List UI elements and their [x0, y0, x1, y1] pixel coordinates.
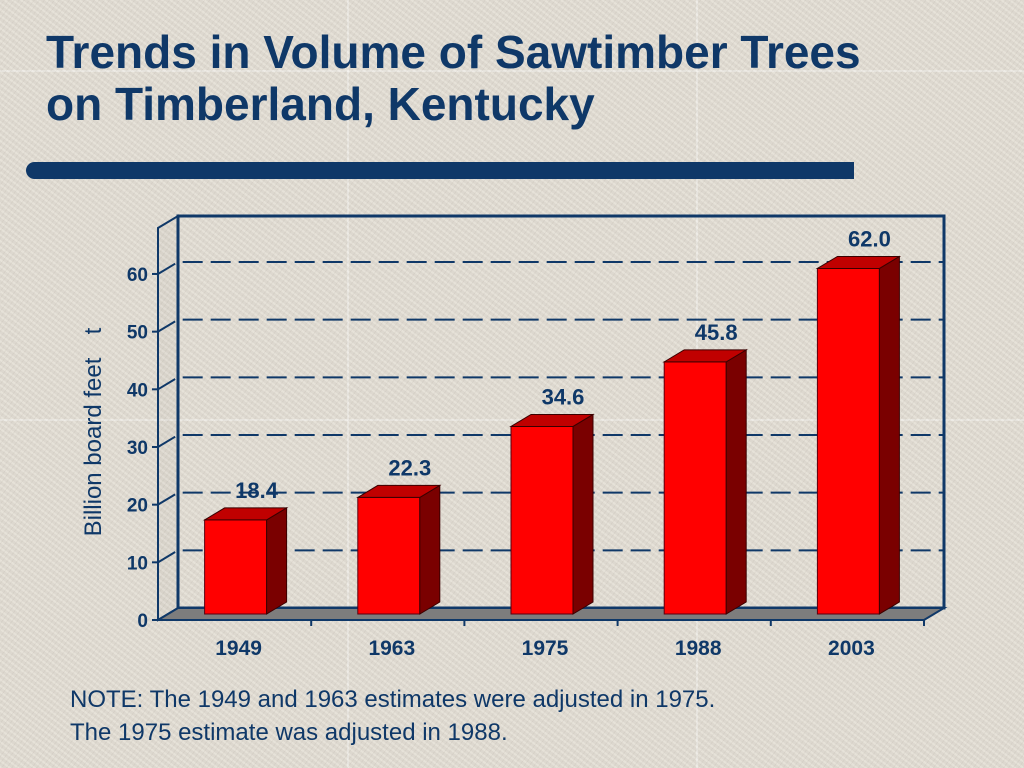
y-axis-ticks: 0 10 20 30 40 50 60 — [127, 265, 158, 632]
y-tick-label: 60 — [127, 265, 148, 286]
bar-side — [878, 255, 900, 615]
bar-side — [725, 348, 747, 615]
y-tick-label: 30 — [127, 438, 148, 459]
data-label: 22.3 — [388, 455, 431, 480]
bars — [202, 255, 902, 615]
bar-front — [816, 267, 880, 615]
y-tick-label: 40 — [127, 380, 148, 401]
y-axis-label-fragment: t — [80, 327, 107, 334]
bar-front — [204, 519, 268, 615]
footnote: NOTE: The 1949 and 1963 estimates were a… — [70, 683, 715, 749]
footnote-line-1: NOTE: The 1949 and 1963 estimates were a… — [70, 686, 716, 713]
bar — [662, 348, 749, 615]
bar-front — [510, 425, 574, 615]
bar-side — [419, 484, 441, 615]
bar — [509, 413, 595, 615]
y-tick-label: 20 — [127, 496, 148, 517]
x-tick-label: 1975 — [522, 637, 569, 660]
y-tick-label: 0 — [137, 611, 148, 632]
title-line-1: Trends in Volume of Sawtimber Trees — [46, 26, 861, 78]
bar-front — [357, 496, 421, 615]
x-tick-label: 1949 — [215, 637, 262, 660]
data-labels: 18.4 22.3 34.6 45.8 62.0 — [235, 226, 891, 502]
y-axis-label: Billion board feet — [80, 357, 107, 536]
grid-line — [157, 318, 944, 333]
title-line-2: on Timberland, Kentucky — [46, 78, 595, 130]
footnote-line-2: The 1975 estimate was adjusted in 1988. — [70, 719, 508, 746]
bar-front — [663, 361, 727, 615]
title-underline — [26, 162, 854, 179]
x-tick-label: 1963 — [368, 637, 415, 660]
bar-side — [572, 413, 594, 615]
bar-top — [202, 507, 289, 521]
bar — [202, 507, 289, 615]
x-tick-label: 1988 — [675, 637, 722, 660]
bar-top — [355, 484, 442, 498]
x-tick-label: 2003 — [828, 637, 875, 660]
bar-side — [266, 507, 288, 615]
bar-top — [662, 349, 749, 363]
bar-top — [815, 255, 902, 269]
y-tick-label: 10 — [127, 553, 148, 574]
data-label: 62.0 — [848, 226, 891, 251]
grid-line — [157, 260, 944, 275]
bar-top — [509, 413, 595, 427]
data-label: 18.4 — [235, 478, 279, 503]
x-axis-ticks: 1949 1963 1975 1988 2003 — [215, 620, 925, 660]
bar — [815, 255, 902, 615]
data-label: 45.8 — [695, 320, 738, 345]
bar — [355, 484, 442, 615]
y-tick-label: 50 — [127, 323, 148, 344]
page-title: Trends in Volume of Sawtimber Trees on T… — [46, 26, 986, 130]
data-label: 34.6 — [542, 384, 585, 409]
